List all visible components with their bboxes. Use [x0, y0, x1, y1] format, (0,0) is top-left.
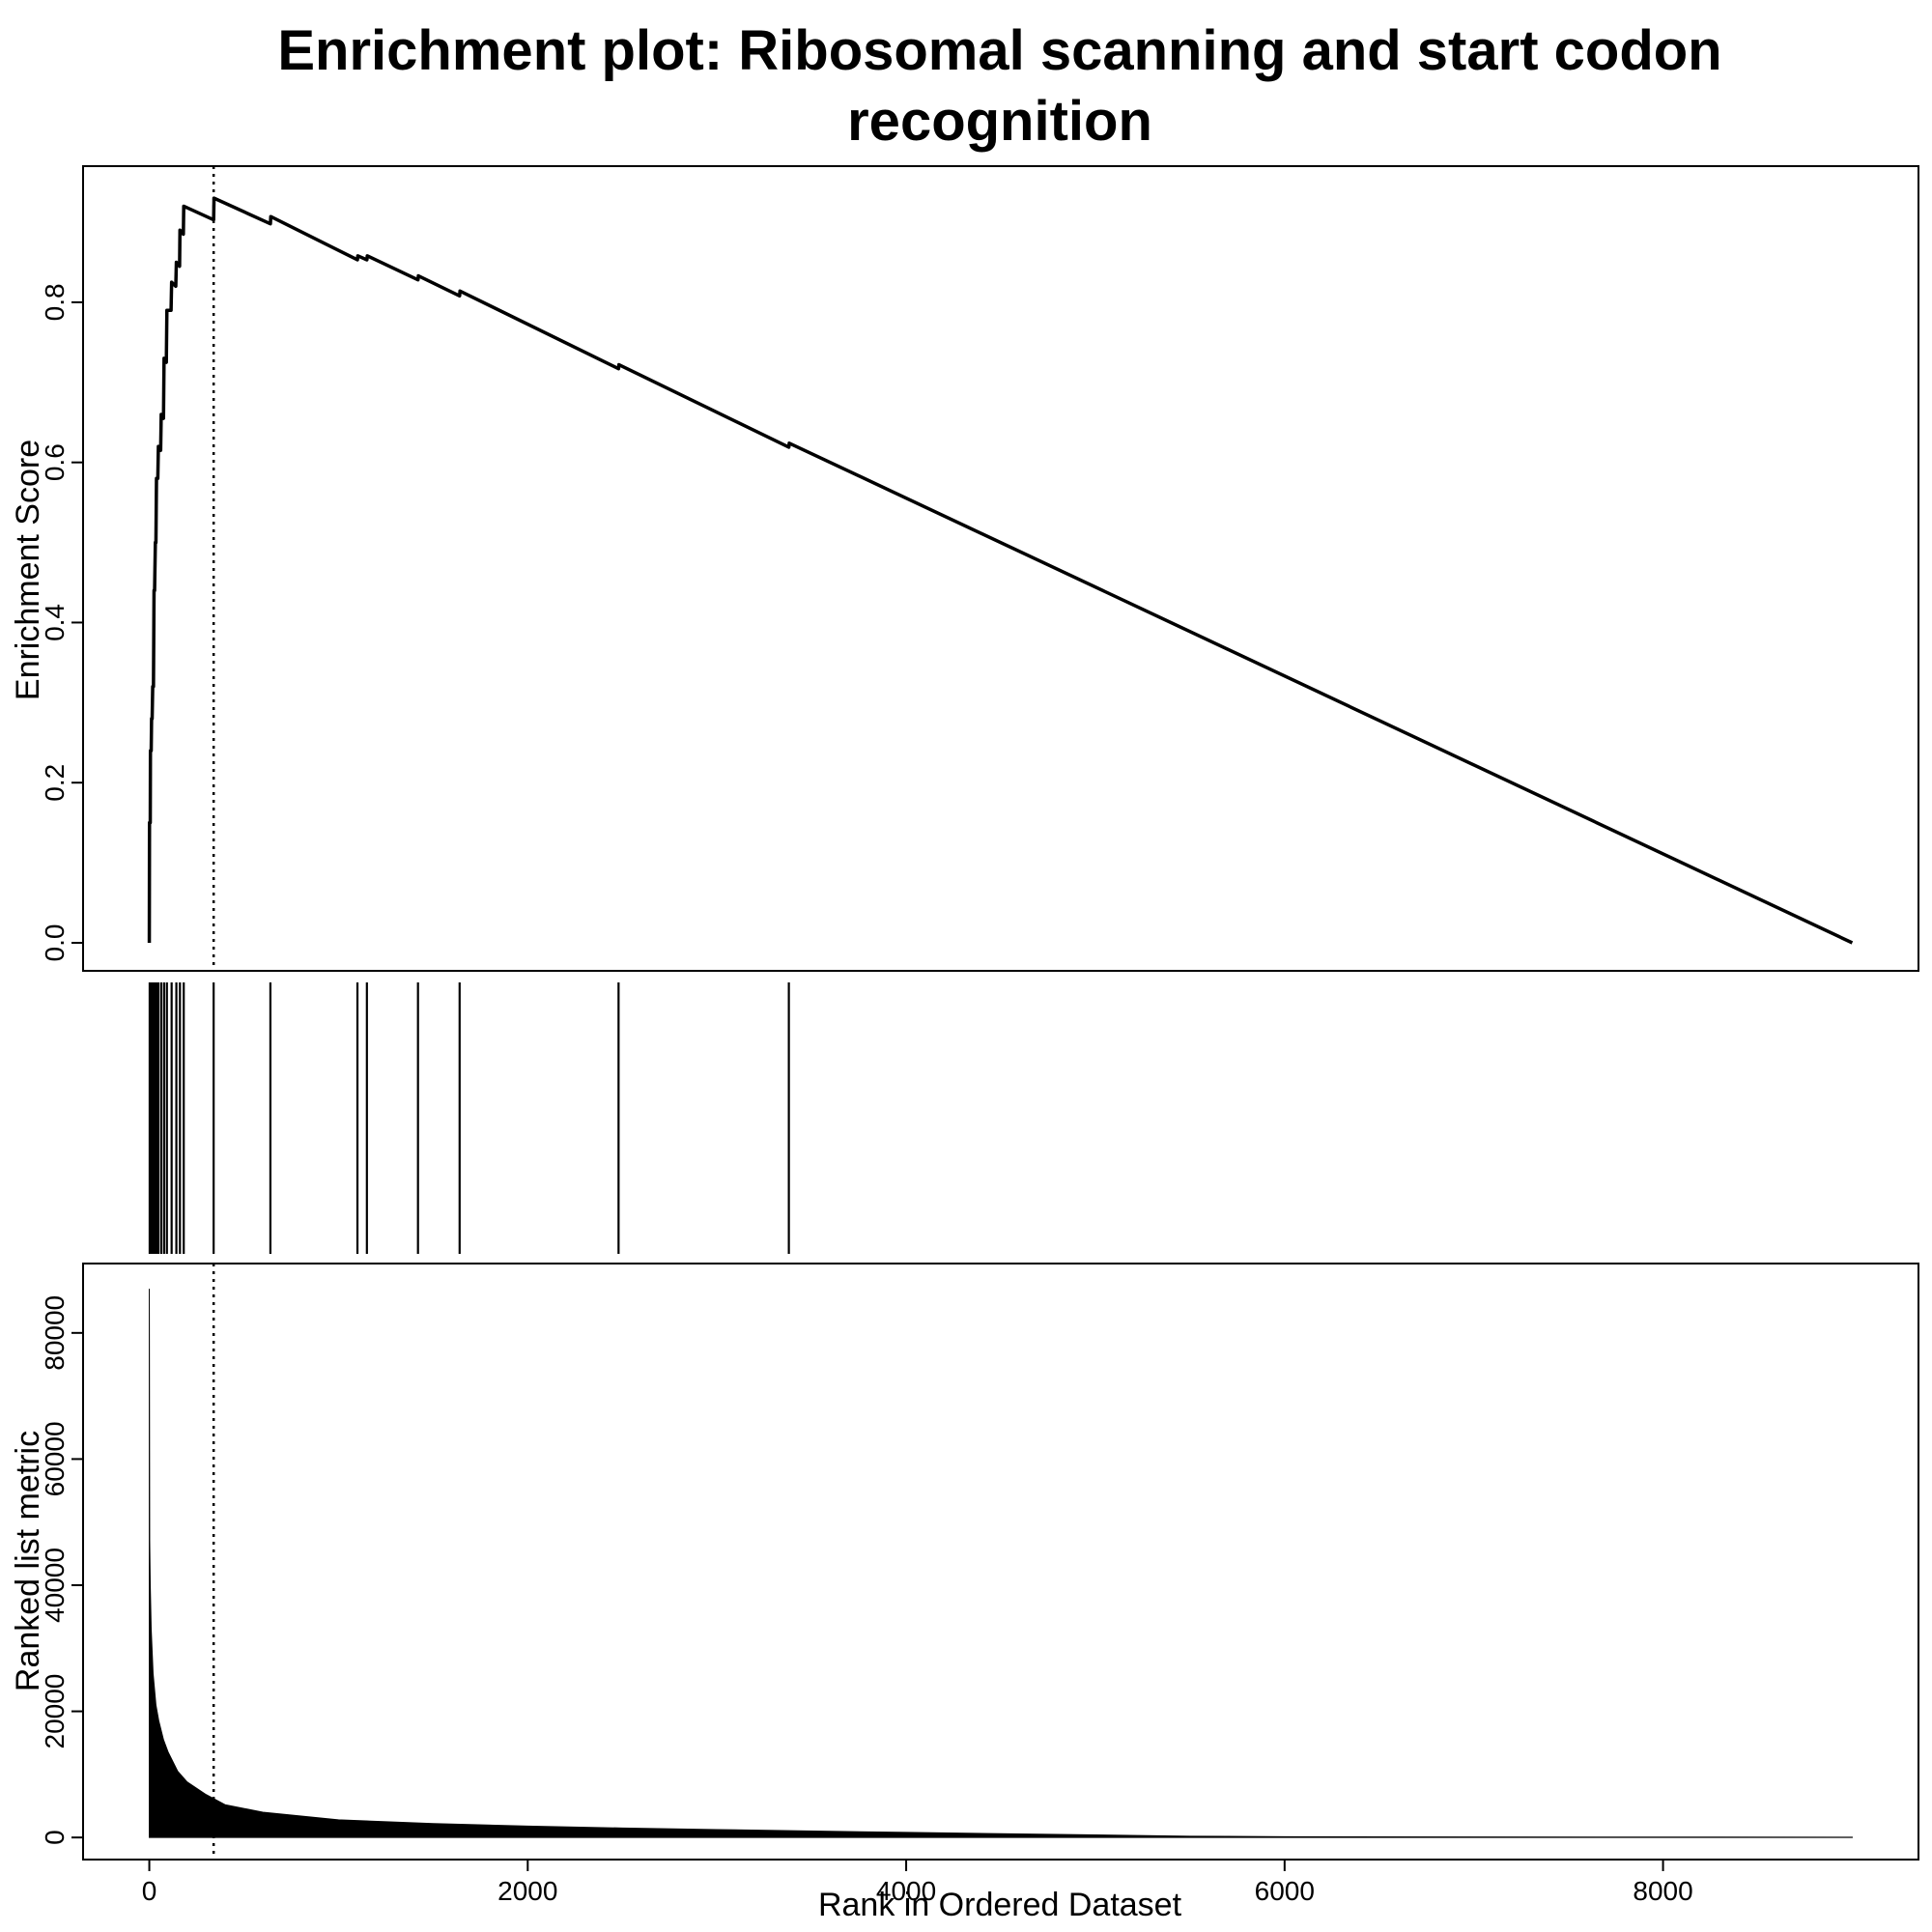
enrichment-y-tick-label: 0.8 [40, 283, 70, 321]
x-tick-label: 2000 [497, 1876, 557, 1906]
x-axis-label: Rank in Ordered Dataset [818, 1887, 1182, 1923]
hit-markers [148, 982, 790, 1254]
enrichment-score-line [147, 196, 1854, 945]
enrichment-y-tick-label: 0.0 [40, 924, 70, 962]
ranked-metric-series [149, 1289, 1853, 1838]
enrichment-panel-frame [82, 165, 1919, 972]
metric-y-tick-label: 40000 [40, 1548, 70, 1623]
enrichment-y-tick-label: 0.4 [40, 604, 70, 641]
enrichment-y-axis-label: Enrichment Score [10, 440, 46, 700]
ranked-metric-area [149, 1289, 1853, 1838]
x-tick-label: 0 [142, 1876, 157, 1906]
metric-y-ticks: 0 20000 40000 60000 80000 [40, 1295, 83, 1845]
metric-y-tick-label: 60000 [40, 1421, 70, 1496]
x-ticks: 0 2000 4000 6000 8000 [142, 1860, 1693, 1906]
enrichment-y-tick-label: 0.2 [40, 764, 70, 802]
enrichment-series [147, 196, 1854, 945]
enrichment-y-ticks: 0.0 0.2 0.4 0.6 0.8 [40, 283, 83, 961]
metric-y-axis-label: Ranked list metric [10, 1431, 46, 1691]
metric-y-tick-label: 0 [40, 1830, 70, 1845]
x-tick-label: 6000 [1255, 1876, 1315, 1906]
metric-panel-frame [82, 1263, 1919, 1861]
enrichment-y-tick-label: 0.6 [40, 443, 70, 481]
metric-y-tick-label: 20000 [40, 1674, 70, 1749]
x-tick-label: 8000 [1633, 1876, 1692, 1906]
chart-title-line-2: recognition [847, 90, 1152, 153]
metric-y-tick-label: 80000 [40, 1295, 70, 1371]
x-tick-label: 4000 [876, 1876, 936, 1906]
chart-title-line-1: Enrichment plot: Ribosomal scanning and … [277, 19, 1721, 82]
